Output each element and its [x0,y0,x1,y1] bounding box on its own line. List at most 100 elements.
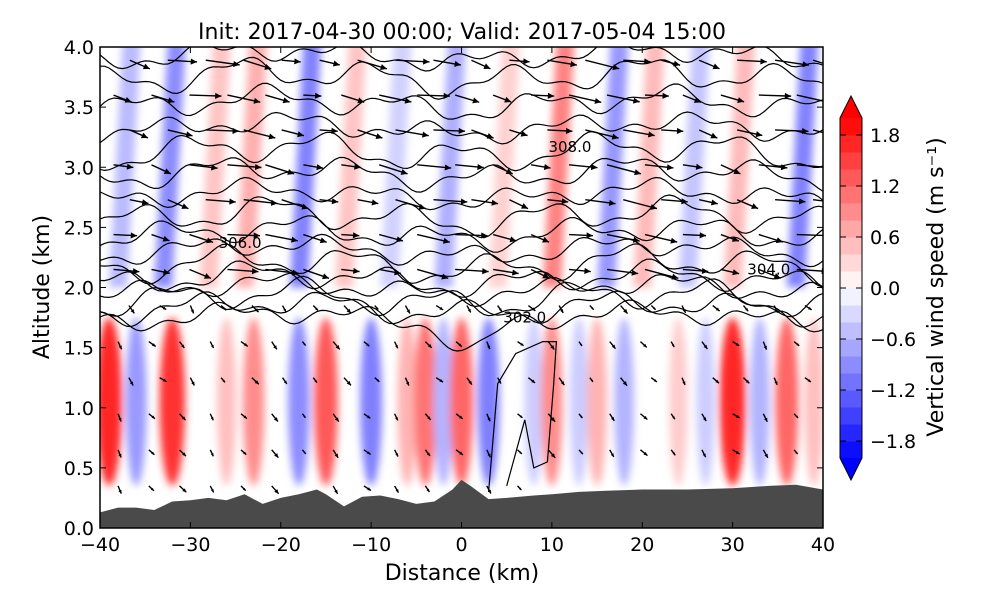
wind-vector-head [560,381,565,386]
contour-label-3: 308.0 [548,138,591,156]
wind-vector [129,129,149,139]
updraft-column [597,47,629,288]
wind-vector [736,129,763,138]
updraft-cell [449,317,474,486]
wind-vector [509,199,529,210]
wind-vector-head [808,306,812,310]
wind-vector-head [223,307,227,311]
wind-vector-head [268,133,276,140]
wind-vector-head [509,236,517,243]
wind-vector [793,449,799,455]
wind-vector-head [150,487,154,491]
wind-vector-head [334,489,338,494]
updraft-column [434,47,466,288]
colorbar-extend-top [840,96,862,118]
theta-contours [100,47,823,492]
contour-label-2: 306.0 [219,234,262,252]
wind-vector [265,233,298,243]
wind-vector-head [210,453,214,457]
wind-vector [240,341,249,347]
wind-vector [271,449,279,459]
wind-vector-head [283,308,286,312]
wind-vector-head [795,451,798,454]
updraft-cell [242,317,265,486]
wind-vector [271,341,278,350]
wind-vector [179,485,187,493]
wind-vector [609,341,617,350]
y-tick-label: 0.5 [64,458,94,480]
wind-vector-head [472,97,480,104]
wind-vector-head [477,163,484,171]
y-tick-label: 3.0 [64,157,94,179]
wind-vector-head [560,309,564,313]
wind-vector [639,449,648,457]
wind-vector-head [531,379,536,383]
x-tick-label: 0 [455,534,467,556]
wind-vector-head [543,164,551,171]
colorbar-band [840,203,862,221]
updraft-column [154,47,186,288]
wind-vector [737,58,767,65]
wind-vector [341,163,361,170]
wind-vector-head [643,343,647,348]
wind-vector-head [314,92,322,99]
wind-vector [486,485,492,494]
wind-vector-head [608,199,616,206]
wind-vector-head [487,453,491,458]
wind-vector [374,305,379,311]
wind-vector [332,449,339,459]
wind-vector-head [376,307,379,310]
wind-vector-head [612,64,620,71]
wind-vector [547,413,556,423]
wind-vector [517,341,524,347]
wind-vector-head [251,268,259,275]
wind-vector [179,449,187,457]
wind-vector [527,377,536,384]
wind-vector [773,377,778,386]
wind-vector-head [584,267,591,274]
wind-vector [117,449,122,458]
updraft-cell [414,317,437,486]
wind-vector [775,128,809,135]
wind-vector [762,449,769,459]
wind-vector-head [580,451,583,455]
wind-vector-head [481,232,488,239]
wind-vector-head [662,92,669,99]
wind-vector [623,129,655,138]
wind-vector [265,268,299,276]
wind-vector-head [395,453,399,457]
wind-vector-head [422,131,429,138]
wind-vector-head [404,97,412,104]
wind-vector [424,413,432,421]
wind-vector-head [504,96,512,103]
wind-vector [209,449,214,457]
wind-vector [620,305,629,314]
wind-vector-head [653,307,656,310]
wind-vector [303,233,327,244]
wind-vector [650,377,658,383]
wind-vector-head [833,64,840,70]
contour-label-1: 304.0 [747,260,790,278]
wind-vector-head [802,61,809,68]
wind-vector-head [681,198,688,205]
wind-vector-head [773,273,781,279]
wind-vector [129,199,149,206]
updraft-column [380,47,412,288]
wind-vector [417,233,450,244]
wind-vector [578,341,583,347]
wind-vector [393,413,399,421]
wind-vector [265,94,290,104]
wind-vector-head [518,487,522,490]
wind-vector [758,92,792,99]
wind-vector [417,164,452,171]
wind-vector [701,449,707,458]
wind-vector-head [140,132,148,139]
wind-vector [363,341,370,347]
wind-vector [732,341,740,347]
wind-vector-head [643,415,648,420]
updraft-cell [804,317,823,486]
wind-vector-head [291,236,298,243]
colorbar-tick-label: 1.2 [870,176,900,198]
y-tick-label: 1.5 [64,338,94,360]
wind-vector-head [647,131,655,138]
